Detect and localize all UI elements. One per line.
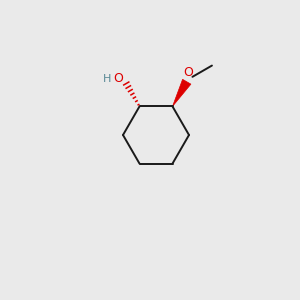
Text: H: H [103, 74, 112, 84]
Polygon shape [172, 79, 191, 106]
Text: O: O [184, 66, 194, 79]
Text: O: O [114, 72, 124, 85]
